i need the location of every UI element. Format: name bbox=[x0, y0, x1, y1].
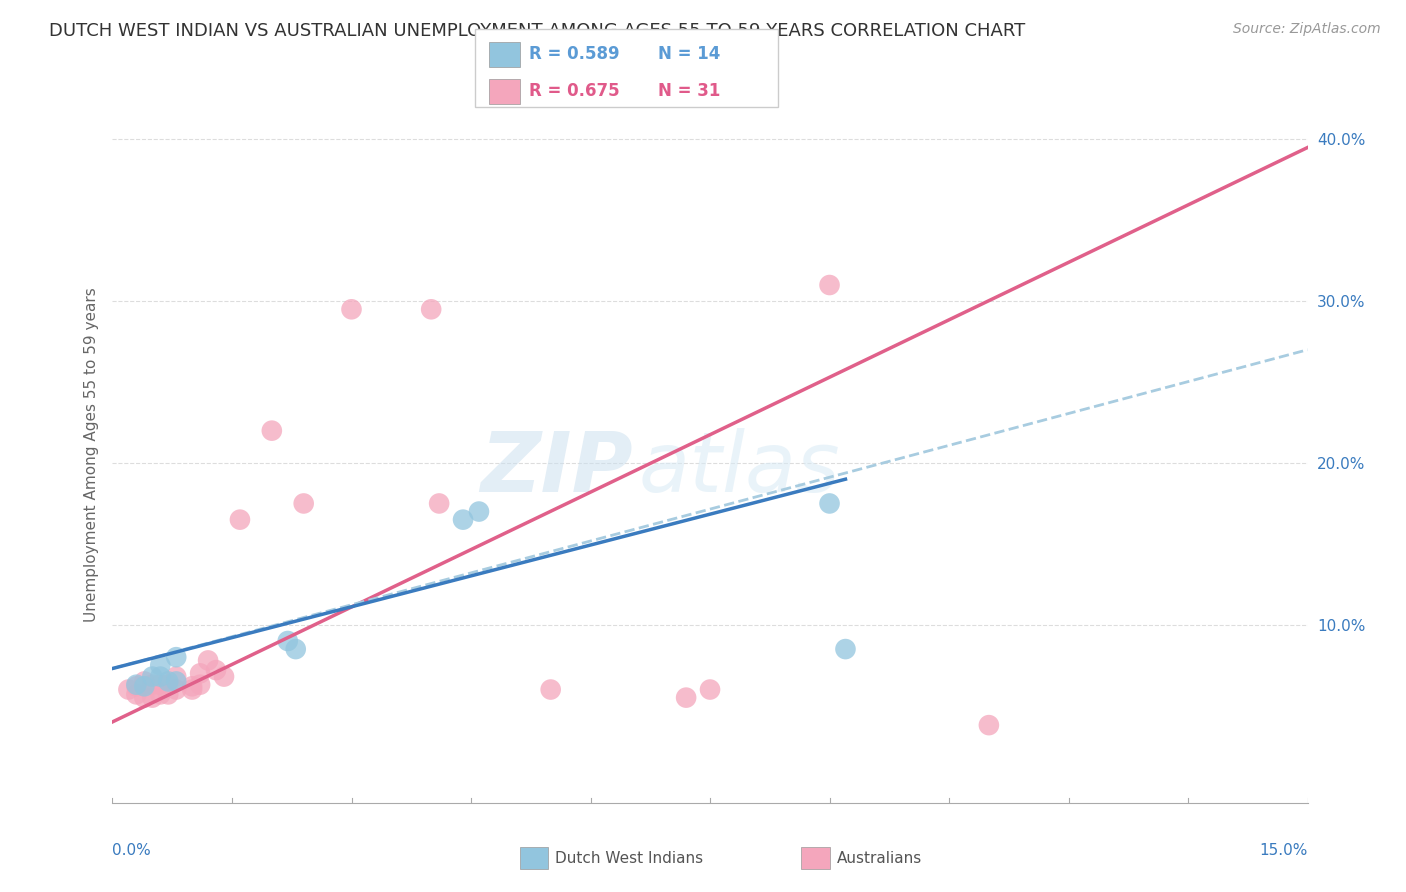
Point bbox=[125, 678, 148, 692]
Point bbox=[165, 674, 187, 689]
Point bbox=[340, 302, 363, 317]
Point bbox=[149, 678, 172, 692]
Text: N = 31: N = 31 bbox=[658, 82, 720, 100]
Point bbox=[181, 679, 204, 693]
Point bbox=[188, 666, 211, 681]
Point bbox=[157, 678, 180, 692]
Point bbox=[134, 690, 156, 705]
Point bbox=[181, 682, 204, 697]
Point bbox=[141, 670, 163, 684]
Point bbox=[451, 513, 474, 527]
Point bbox=[675, 690, 697, 705]
Point bbox=[165, 650, 187, 665]
Point bbox=[468, 504, 491, 518]
Point bbox=[260, 424, 283, 438]
Point bbox=[149, 687, 172, 701]
Point bbox=[292, 496, 315, 510]
Point bbox=[420, 302, 443, 317]
Point bbox=[165, 670, 187, 684]
Text: atlas: atlas bbox=[638, 428, 839, 509]
Point bbox=[977, 718, 1000, 732]
Point bbox=[818, 278, 841, 293]
Point bbox=[188, 678, 211, 692]
Point bbox=[284, 642, 307, 657]
Point bbox=[134, 674, 156, 689]
Text: N = 14: N = 14 bbox=[658, 45, 720, 63]
Point bbox=[427, 496, 450, 510]
Point bbox=[157, 674, 180, 689]
Text: DUTCH WEST INDIAN VS AUSTRALIAN UNEMPLOYMENT AMONG AGES 55 TO 59 YEARS CORRELATI: DUTCH WEST INDIAN VS AUSTRALIAN UNEMPLOY… bbox=[49, 22, 1025, 40]
Point bbox=[141, 678, 163, 692]
Y-axis label: Unemployment Among Ages 55 to 59 years: Unemployment Among Ages 55 to 59 years bbox=[83, 287, 98, 623]
Text: R = 0.589: R = 0.589 bbox=[529, 45, 619, 63]
Point bbox=[834, 642, 856, 657]
Point bbox=[149, 658, 172, 673]
Text: 15.0%: 15.0% bbox=[1260, 843, 1308, 858]
Point bbox=[699, 682, 721, 697]
Text: R = 0.675: R = 0.675 bbox=[529, 82, 619, 100]
Point bbox=[818, 496, 841, 510]
Point bbox=[134, 679, 156, 693]
Point bbox=[197, 653, 219, 667]
Point bbox=[149, 670, 172, 684]
Text: Australians: Australians bbox=[837, 851, 922, 865]
Point bbox=[125, 687, 148, 701]
Text: 0.0%: 0.0% bbox=[112, 843, 152, 858]
Point bbox=[141, 690, 163, 705]
Point bbox=[205, 663, 228, 677]
Point bbox=[125, 679, 148, 693]
Point bbox=[165, 682, 187, 697]
Text: Source: ZipAtlas.com: Source: ZipAtlas.com bbox=[1233, 22, 1381, 37]
Point bbox=[212, 670, 235, 684]
Point bbox=[540, 682, 562, 697]
Point bbox=[277, 634, 299, 648]
Point bbox=[157, 687, 180, 701]
Point bbox=[117, 682, 139, 697]
Text: ZIP: ZIP bbox=[479, 428, 633, 509]
Text: Dutch West Indians: Dutch West Indians bbox=[555, 851, 703, 865]
Point bbox=[229, 513, 252, 527]
